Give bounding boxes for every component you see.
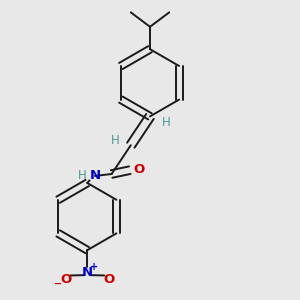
Text: H: H (78, 169, 87, 182)
Text: −: − (54, 279, 62, 289)
Text: O: O (60, 273, 71, 286)
Text: H: H (162, 116, 170, 129)
Text: N: N (82, 266, 93, 279)
Text: N: N (90, 169, 101, 182)
Text: +: + (90, 262, 98, 272)
Text: O: O (133, 163, 144, 176)
Text: H: H (110, 134, 119, 147)
Text: O: O (103, 273, 115, 286)
